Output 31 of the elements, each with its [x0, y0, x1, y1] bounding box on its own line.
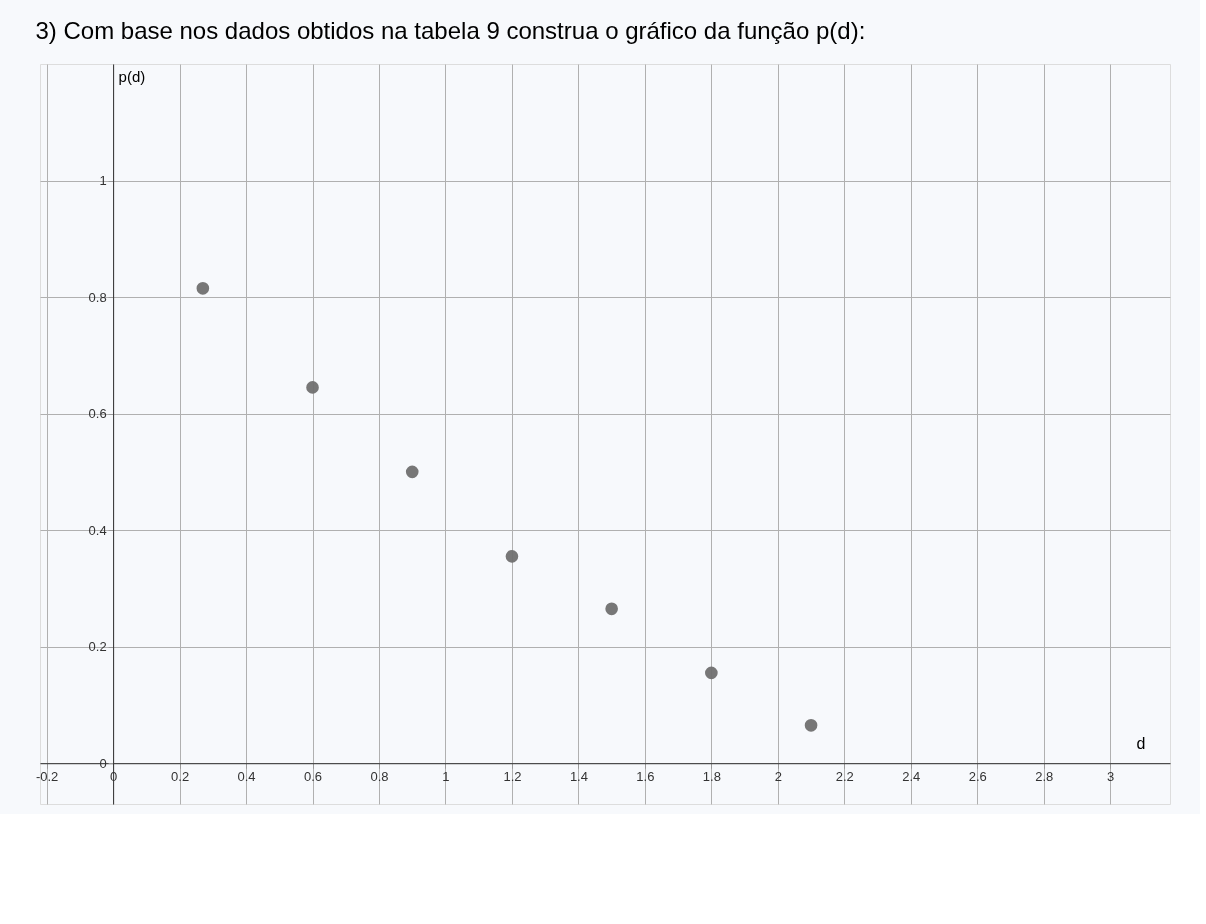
chart-title: 3) Com base nos dados obtidos na tabela 9 construa o gráfico da função p(d): [35, 17, 866, 44]
x-tick-label: 1.6 [636, 768, 655, 784]
x-tick-label: 2.4 [902, 768, 921, 784]
x-tick-label: 0.6 [303, 768, 323, 784]
x-tick-label: 2 [774, 768, 782, 784]
point [405, 465, 419, 479]
x-tick-label: 3 [1107, 768, 1115, 784]
x-tick-label: 0.4 [237, 768, 256, 784]
x-tick-label: 1.4 [569, 768, 588, 784]
y-tick-label: 0.6 [88, 406, 107, 422]
x-tick-label: -0.2 [35, 768, 59, 784]
point [505, 550, 519, 563]
y-axis-title: p(d) [118, 67, 146, 85]
point [306, 381, 319, 394]
y-tick-label: 0.8 [88, 289, 107, 305]
point [804, 719, 818, 732]
y-tick-label: 0.2 [88, 639, 107, 655]
x-tick-label: 0.2 [171, 768, 190, 784]
x-tick-label: 1 [442, 768, 450, 784]
x-tick-label: 1.2 [503, 768, 522, 784]
x-tick-label: 0.8 [370, 768, 389, 784]
point [605, 602, 618, 616]
x-tick-label: 1.8 [702, 768, 721, 784]
point [196, 282, 210, 295]
x-tick-label: 2.6 [968, 768, 987, 784]
x-tick-label: 2.2 [835, 768, 854, 784]
y-tick-label: 0.4 [88, 522, 107, 538]
x-tick-label: 2.8 [1035, 768, 1054, 784]
x-axis-title: d [1136, 734, 1146, 752]
y-tick-label: 1 [99, 173, 107, 189]
point [705, 666, 718, 680]
